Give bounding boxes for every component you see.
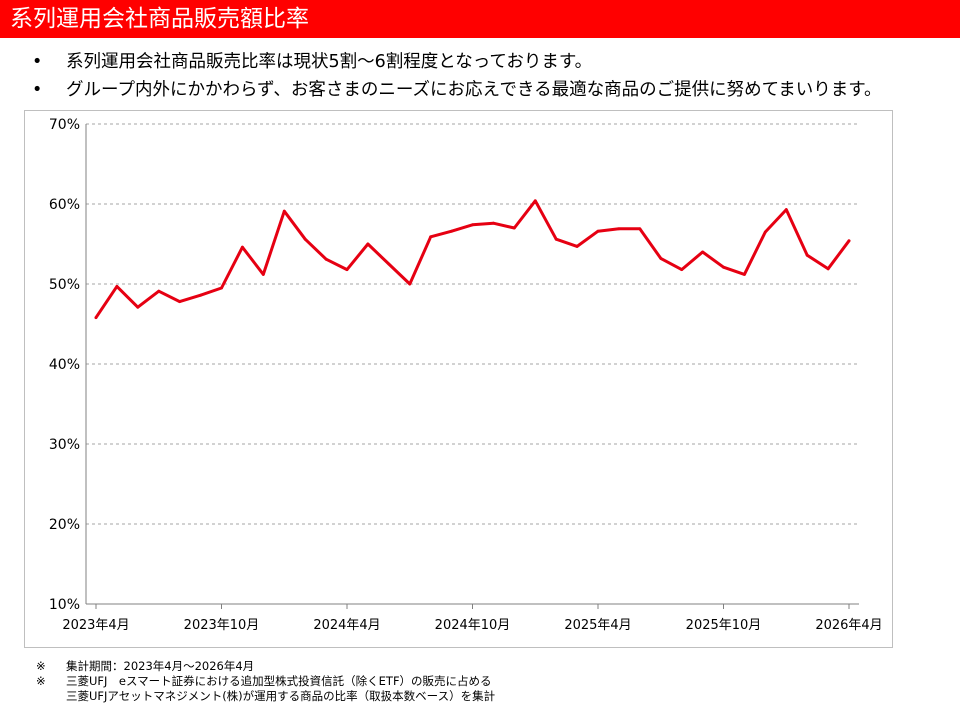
line-chart: 10% 20% 30% 40% 50% 60% 70% 2023年4月 2023年10月 2024…: [49, 117, 883, 633]
x-tick-label: 2023年10月: [184, 618, 260, 633]
data-point: [471, 223, 474, 227]
y-tick-label: 30%: [49, 437, 80, 453]
x-tick-label: 2025年10月: [686, 618, 762, 633]
footnote-text-continued: 三菱UFJアセットマネジメント(株)が運用する商品の比率（取扱本数ベース）を集計: [66, 689, 496, 703]
data-point: [617, 227, 621, 231]
x-tick-label: 2024年10月: [435, 618, 511, 633]
footnote-mark: ※: [36, 659, 46, 673]
title-bar: 系列運用会社商品販売額比率: [0, 0, 960, 38]
bullet-text: 系列運用会社商品販売比率は現状5割～6割程度となっております。: [66, 52, 593, 72]
data-point: [220, 286, 223, 290]
footnote-mark: ※: [36, 674, 46, 688]
data-point: [157, 289, 161, 293]
footnote: ※ 三菱UFJ eスマート証券における追加型株式投資信託（除くETF）の販売に占…: [36, 674, 495, 689]
data-point: [722, 265, 725, 269]
data-point: [282, 209, 286, 213]
data-point: [826, 267, 830, 271]
data-point: [303, 237, 307, 241]
data-point: [763, 230, 767, 234]
data-point: [492, 221, 495, 225]
data-point: [324, 257, 328, 261]
bullet-item: • グループ内外にかかわらず、お客さまのニーズにお応えできる最適な商品のご提供に…: [32, 76, 952, 104]
data-point: [680, 268, 684, 271]
x-tick-label: 2024年4月: [313, 618, 380, 633]
footnote-text: 三菱UFJ eスマート証券における追加型株式投資信託（除くETF）の販売に占める: [66, 674, 492, 688]
data-point: [94, 316, 98, 319]
series-line: [94, 199, 851, 320]
data-point: [408, 282, 412, 286]
bullet-marker: •: [32, 80, 43, 100]
data-point: [429, 235, 433, 239]
data-point: [659, 257, 663, 260]
footnotes: ※ 集計期間：2023年4月～2026年4月 ※ 三菱UFJ eスマート証券にお…: [36, 659, 495, 704]
data-point: [512, 226, 516, 230]
data-point: [847, 239, 851, 243]
data-point: [366, 242, 370, 246]
page-title: 系列運用会社商品販売額比率: [10, 6, 309, 32]
x-tick-label: 2026年4月: [815, 618, 882, 633]
data-point: [450, 229, 453, 233]
footnote-text: 集計期間：2023年4月～2026年4月: [66, 659, 255, 673]
chart-frame: [24, 110, 893, 648]
data-point: [345, 268, 349, 271]
data-point: [387, 262, 391, 266]
data-point: [554, 237, 558, 241]
y-tick-label: 40%: [49, 357, 80, 373]
data-point: [115, 285, 119, 288]
data-point: [805, 253, 809, 257]
data-point: [575, 245, 579, 248]
y-tick-label: 60%: [49, 197, 80, 213]
data-point: [261, 273, 265, 276]
data-point: [241, 245, 244, 249]
data-point: [743, 273, 746, 276]
y-tick-label: 70%: [49, 117, 80, 133]
data-point: [596, 229, 600, 233]
data-point: [784, 208, 788, 211]
data-point: [136, 305, 140, 309]
data-point: [638, 227, 642, 231]
y-tick-label: 20%: [49, 517, 80, 533]
footnote: ※ 集計期間：2023年4月～2026年4月: [36, 659, 495, 674]
y-tick-label: 10%: [49, 597, 80, 613]
bullet-list: • 系列運用会社商品販売比率は現状5割～6割程度となっております。 • グループ…: [32, 48, 952, 104]
x-tick-label: 2025年4月: [564, 618, 631, 633]
data-point: [178, 300, 182, 303]
y-tick-label: 50%: [49, 277, 80, 293]
x-tick-label: 2023年4月: [62, 618, 129, 633]
data-point: [701, 250, 704, 254]
data-point: [533, 199, 537, 203]
data-point: [199, 293, 202, 297]
bullet-item: • 系列運用会社商品販売比率は現状5割～6割程度となっております。: [32, 48, 952, 76]
bullet-text: グループ内外にかかわらず、お客さまのニーズにお応えできる最適な商品のご提供に努め…: [66, 80, 882, 100]
bullet-marker: •: [32, 52, 43, 72]
